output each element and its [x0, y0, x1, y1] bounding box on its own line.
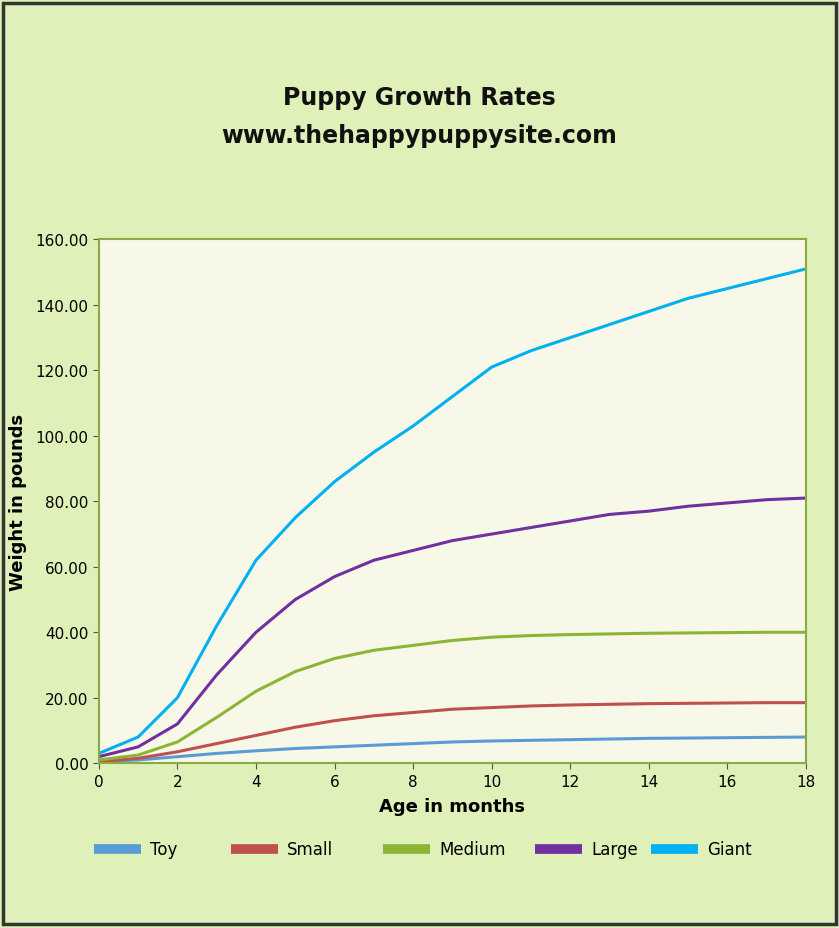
Text: Puppy Growth Rates
www.thehappypuppysite.com: Puppy Growth Rates www.thehappypuppysite… — [221, 86, 618, 148]
